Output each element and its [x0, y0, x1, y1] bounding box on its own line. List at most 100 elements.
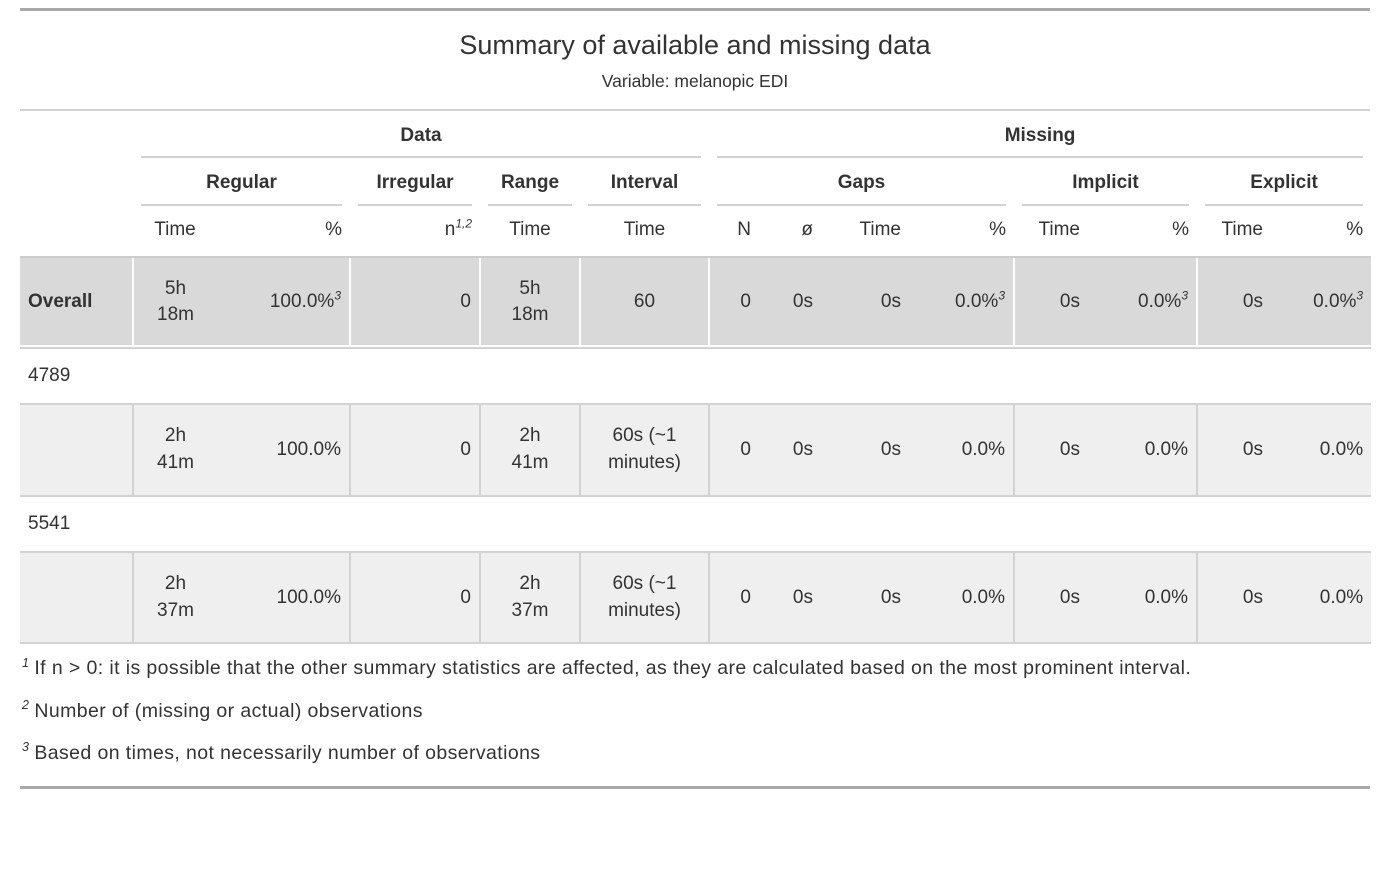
spanner-implicit: Implicit [1014, 158, 1197, 206]
spanner-row-sub: Regular Irregular Range Interval Gaps Im… [20, 158, 1371, 206]
group-regular-time-cell: 2h 37m [132, 552, 217, 645]
overall-regular-time-value: 5h 18m [157, 277, 194, 326]
spanner-interval: Interval [580, 158, 709, 206]
group-heading-4789: 4789 [20, 347, 1372, 406]
column-label-gaps-pct: % [909, 206, 1014, 258]
summary-table: Data Missing Regular Irregular Range [20, 111, 1372, 645]
spanner-row-top: Data Missing [20, 111, 1371, 159]
footnote-1-mark: 1 [22, 655, 30, 670]
group-gaps-time-cell: 0s [821, 404, 909, 497]
n-label: n [444, 219, 456, 240]
overall-gaps-pct-value: 0.0% [955, 290, 999, 312]
column-label-regular-pct: % [217, 206, 350, 258]
group-gaps-pct-cell: 0.0% [909, 552, 1014, 645]
footnote-mark-3: 3 [1181, 288, 1188, 303]
spanner-explicit-label: Explicit [1205, 158, 1364, 206]
column-label-interval-time: Time [580, 206, 709, 258]
group-row-4789: 2h 41m 100.0% 0 2h 41m 60s (~1 minutes) … [20, 404, 1372, 497]
table-body: Overall 5h 18m 100.0%3 0 5h 18m 60 0 0s … [20, 256, 1372, 645]
group-row-5541: 2h 37m 100.0% 0 2h 37m 60s (~1 minutes) … [20, 552, 1372, 645]
spanner-implicit-label: Implicit [1022, 158, 1189, 206]
footnote-mark-3: 3 [1356, 288, 1364, 303]
spanner-missing-label: Missing [717, 111, 1364, 159]
footnotes-section: 1 If n > 0: it is possible that the other… [20, 644, 1266, 786]
footnote-mark-n: 1,2 [455, 216, 472, 231]
table-title: Summary of available and missing data [459, 30, 931, 60]
overall-stub-label: Overall [20, 256, 133, 349]
group-range-time-cell: 2h 37m [479, 552, 580, 645]
stub-spacer [20, 111, 133, 159]
group-row-stub [20, 552, 133, 645]
group-range-time-value: 2h 37m [511, 573, 549, 621]
group-irregular-n-cell: 0 [349, 552, 480, 645]
footnote-mark-3: 3 [998, 288, 1005, 303]
group-explicit-pct-cell: 0.0% [1271, 552, 1372, 645]
group-regular-pct-cell: 100.0% [217, 404, 350, 497]
overall-implicit-pct-value: 0.0% [1138, 290, 1182, 312]
table-heading: Summary of available and missing data Va… [20, 11, 1370, 111]
overall-regular-time-cell: 5h 18m [132, 256, 217, 349]
group-regular-time-cell: 2h 41m [132, 404, 217, 497]
spanner-data-label: Data [141, 111, 701, 159]
footnote-2-text: Number of (missing or actual) observatio… [34, 699, 423, 722]
group-implicit-pct-cell: 0.0% [1088, 552, 1197, 645]
spanner-explicit: Explicit [1197, 158, 1371, 206]
spanner-irregular-label: Irregular [358, 158, 472, 206]
group-regular-time-value: 2h 41m [157, 425, 194, 474]
group-gaps-n-cell: 0 [708, 552, 759, 645]
footnote-3-mark: 3 [22, 740, 30, 755]
overall-regular-pct-value: 100.0% [269, 290, 335, 312]
group-gaps-time-cell: 0s [821, 552, 909, 645]
overall-gaps-avg-cell: 0s [759, 256, 821, 349]
column-label-irregular-n: n1,2 [350, 206, 480, 258]
group-implicit-time-cell: 0s [1013, 404, 1088, 497]
spanner-missing: Missing [709, 111, 1371, 159]
spanner-range-label: Range [488, 158, 572, 206]
overall-gaps-n-cell: 0 [708, 256, 759, 349]
group-range-time-value: 2h 41m [511, 425, 549, 474]
overall-explicit-time-cell: 0s [1196, 256, 1271, 349]
spanner-range: Range [480, 158, 580, 206]
column-label-gaps-avg: ø [759, 206, 821, 258]
column-label-explicit-pct: % [1271, 206, 1372, 258]
group-implicit-time-cell: 0s [1013, 552, 1088, 645]
column-label-explicit-time: Time [1197, 206, 1271, 258]
group-explicit-time-cell: 0s [1196, 404, 1271, 497]
overall-range-time-cell: 5h 18m [479, 256, 580, 349]
column-label-implicit-time: Time [1014, 206, 1088, 258]
spanner-gaps-label: Gaps [717, 158, 1006, 206]
group-gaps-pct-cell: 0.0% [909, 404, 1014, 497]
footnote-3-text: Based on times, not necessarily number o… [34, 741, 541, 764]
group-range-time-cell: 2h 41m [479, 404, 580, 497]
overall-interval-cell: 60 [579, 256, 709, 349]
summary-table-container: Summary of available and missing data Va… [20, 8, 1372, 790]
overall-explicit-pct-cell: 0.0%3 [1271, 256, 1372, 349]
footnote-1-text: If n > 0: it is possible that the other … [34, 657, 1192, 680]
group-interval-cell: 60s (~1 minutes) [579, 404, 709, 497]
column-label-gaps-n: N [709, 206, 759, 258]
group-regular-pct-cell: 100.0% [217, 552, 350, 645]
overall-irregular-n-cell: 0 [349, 256, 480, 349]
spanner-irregular: Irregular [350, 158, 480, 206]
column-label-gaps-time: Time [821, 206, 909, 258]
group-interval-value: 60s (~1 minutes) [608, 425, 681, 474]
spanner-gaps: Gaps [709, 158, 1014, 206]
overall-gaps-time-cell: 0s [821, 256, 909, 349]
group-row-stub [20, 404, 133, 497]
group-gaps-n-cell: 0 [708, 404, 759, 497]
footnote-2-mark: 2 [22, 698, 30, 713]
overall-gaps-pct-cell: 0.0%3 [909, 256, 1014, 349]
overall-row: Overall 5h 18m 100.0%3 0 5h 18m 60 0 0s … [20, 256, 1372, 349]
column-label-implicit-pct: % [1088, 206, 1197, 258]
footnote-mark-3: 3 [334, 288, 341, 303]
group-interval-cell: 60s (~1 minutes) [579, 552, 709, 645]
group-irregular-n-cell: 0 [349, 404, 480, 497]
overall-interval-value: 60 [633, 290, 656, 312]
spanner-regular-label: Regular [141, 158, 342, 206]
footnote-2: 2 Number of (missing or actual) observati… [22, 697, 1262, 726]
group-explicit-time-cell: 0s [1196, 552, 1271, 645]
group-implicit-pct-cell: 0.0% [1088, 404, 1197, 497]
group-explicit-pct-cell: 0.0% [1271, 404, 1372, 497]
overall-explicit-pct-value: 0.0% [1313, 290, 1357, 312]
spanner-interval-label: Interval [588, 158, 701, 206]
